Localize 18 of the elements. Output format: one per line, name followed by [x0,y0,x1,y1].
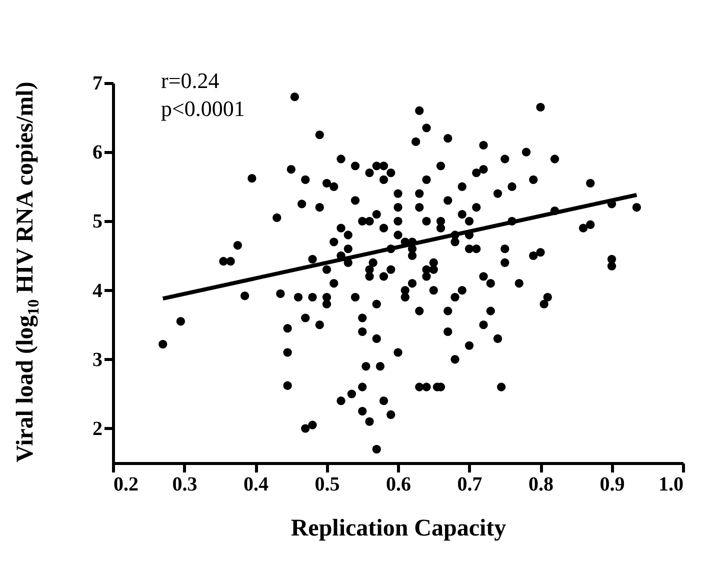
x-tick-label: 0.6 [386,474,411,496]
x-tick-label: 0.8 [528,474,554,496]
annotation: r=0.24 [161,68,220,93]
y-tick-label: 5 [92,210,102,233]
x-tick-label: 0.5 [314,474,340,496]
y-tick-label: 4 [92,280,102,302]
x-tick-label: 0.9 [600,474,625,496]
x-tick-label: 0.4 [244,474,268,496]
x-axis-title: Replication Capacity [290,516,506,542]
annotation: p<0.0001 [161,96,245,121]
y-tick-label: 6 [92,142,102,164]
x-tick-label: 0.3 [172,474,198,496]
x-tick-label: 0.7 [457,474,482,496]
y-tick-label: 2 [92,418,102,440]
y-tick-label: 3 [92,348,102,371]
x-tick-label: 1.0 [658,474,684,496]
x-tick-label: 0.2 [114,474,138,496]
y-tick-label: 7 [92,72,102,94]
